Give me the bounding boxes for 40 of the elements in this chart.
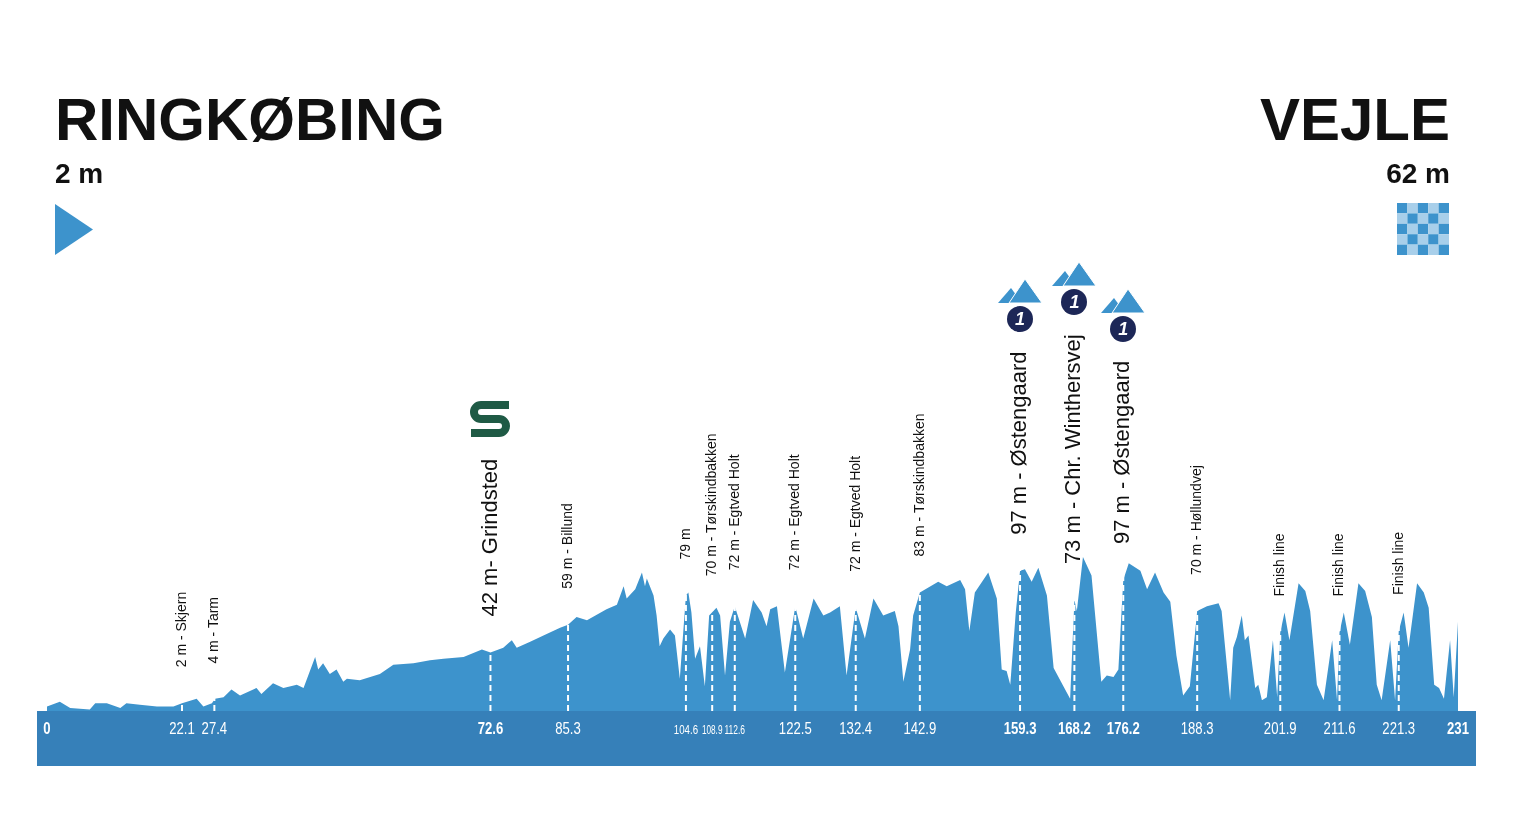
ref-line-label: 79 m	[676, 528, 693, 560]
x-tick-label: 188.3	[1180, 720, 1214, 738]
ref-line-label: 42 m- Grindsted	[476, 458, 502, 617]
x-tick-label: 85.3	[555, 720, 581, 738]
x-tick-label: 201.9	[1263, 720, 1297, 738]
ref-line-label: Finish line	[1330, 533, 1347, 597]
ref-line-label: 4 m - Tarm	[205, 596, 222, 664]
ref-line-label: Finish line	[1271, 533, 1288, 597]
chart-title: RINGKØBING	[55, 86, 445, 153]
x-tick-label: 27.4	[201, 720, 228, 738]
ref-line-label: 72 m - Egtved Holt	[846, 455, 863, 572]
x-tick-label: 168.2	[1057, 720, 1091, 738]
ref-line-label: 70 m - Høllundvej	[1188, 465, 1205, 575]
x-tick-label: 221.3	[1382, 720, 1416, 738]
x-tick-label: 108.9	[701, 721, 723, 736]
ref-line-label: 59 m - Billund	[558, 503, 575, 589]
ref-line-label: 72 m - Egtved Holt	[725, 454, 742, 571]
x-tick-label: 176.2	[1106, 720, 1140, 738]
x-tick-label: 104.6	[673, 722, 699, 736]
ref-line-label: Finish line	[1389, 531, 1406, 595]
x-tick-label: 72.6	[477, 720, 504, 738]
x-tick-label: 132.4	[839, 720, 873, 738]
ref-line-label: 97 m - Østengaard	[1006, 351, 1032, 535]
text: 62 m	[1386, 158, 1450, 189]
x-tick-label: 159.3	[1003, 720, 1037, 738]
ref-line-label: 2 m - Skjern	[172, 591, 189, 668]
chart-subtitle: 2 m	[55, 158, 104, 189]
x-tick-label: 22.1	[169, 720, 195, 738]
x-tick-label: 211.6	[1323, 720, 1356, 738]
ref-line-label: 83 m - Tørskindbakken	[910, 413, 927, 557]
x-tick-label: 231	[1447, 720, 1469, 738]
ref-line-label: 97 m - Østengaard	[1109, 360, 1135, 545]
x-tick-label: 142.9	[903, 720, 937, 738]
ref-line-label: 70 m - Tørskindbakken	[703, 433, 720, 577]
x-tick-label: 122.5	[778, 720, 812, 738]
text: VEJLE	[1259, 86, 1450, 153]
x-tick-label: 112.6	[724, 721, 746, 736]
x-tick-label: 0	[43, 720, 51, 738]
ref-line-label: 72 m - Egtved Holt	[786, 454, 803, 571]
ref-line-label: 73 m - Chr. Winthersvej	[1060, 334, 1086, 565]
